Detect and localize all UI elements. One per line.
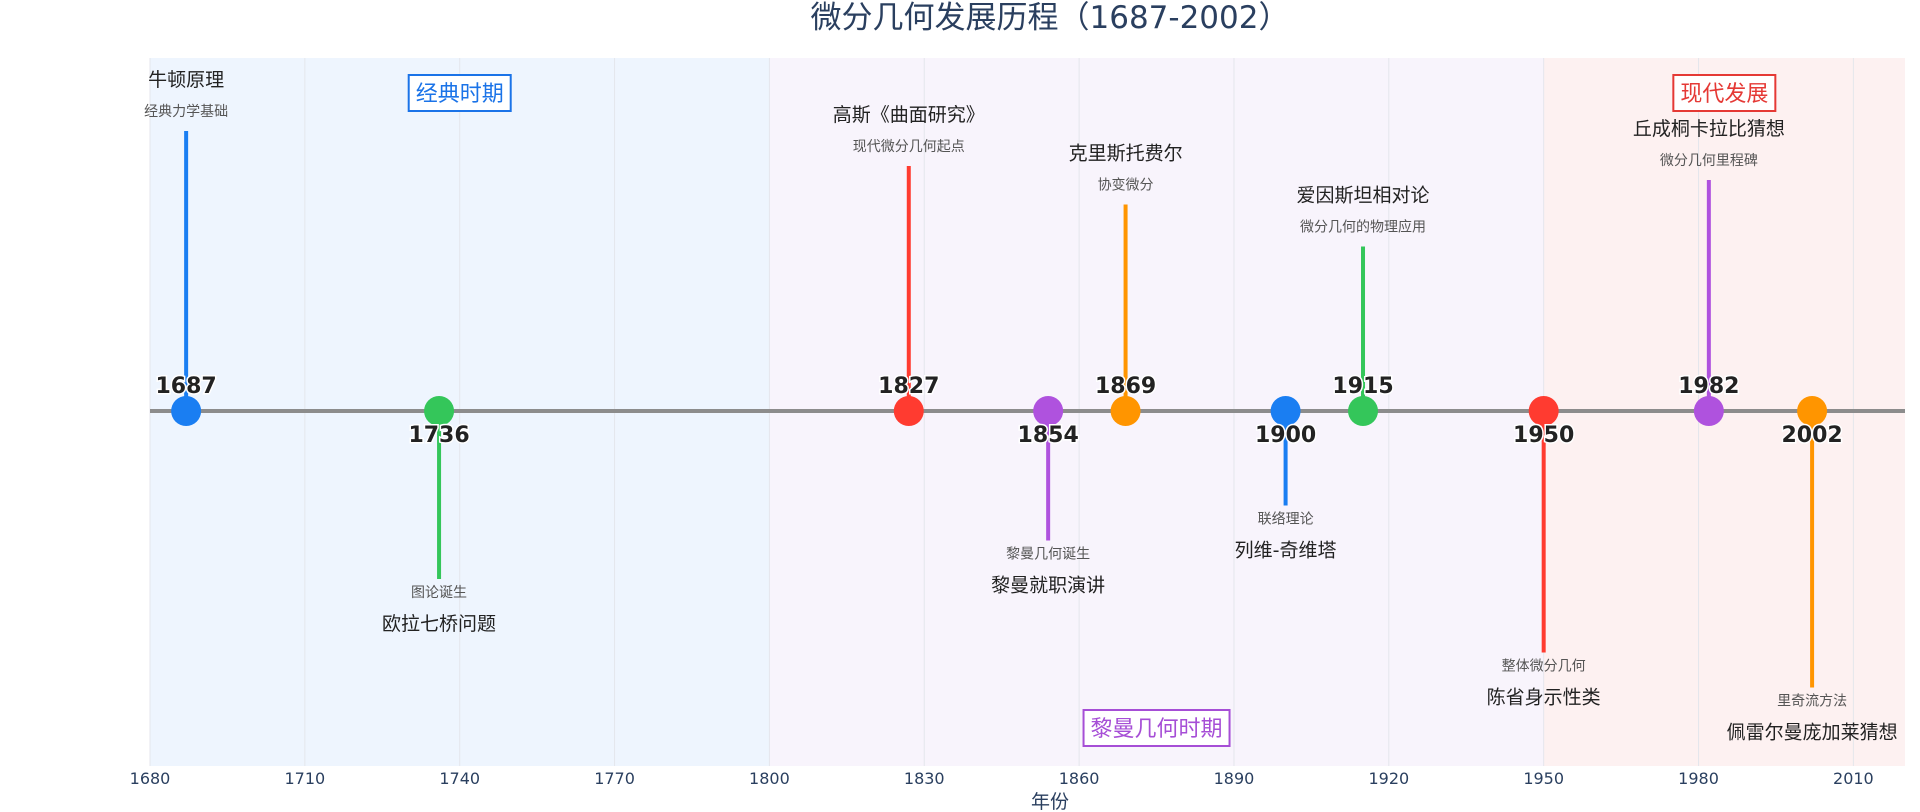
x-tick-label: 1950	[1523, 769, 1564, 788]
chart-title: 微分几何发展历程（1687-2002）	[811, 0, 1290, 36]
x-tick-label: 2010	[1833, 769, 1874, 788]
event-stems	[184, 131, 1815, 688]
event-subtitle: 里奇流方法	[1777, 693, 1847, 710]
period-label-box	[1082, 709, 1231, 747]
event-marker[interactable]	[424, 396, 455, 426]
event-marker[interactable]	[1033, 396, 1064, 426]
x-tick-label: 1800	[749, 769, 790, 788]
event-title: 陈省身示性类	[1487, 687, 1601, 709]
x-tick-label: 1830	[904, 769, 945, 788]
event-title: 列维-奇维塔	[1235, 540, 1337, 562]
event-year-label: 1982	[1678, 374, 1739, 399]
x-tick-label: 1920	[1368, 769, 1409, 788]
event-subtitle: 联络理论	[1258, 512, 1314, 528]
x-tick-label: 1740	[439, 769, 480, 788]
event-marker[interactable]	[1270, 396, 1301, 426]
period-label: 现代发展	[1680, 82, 1768, 107]
x-tick-label: 1770	[594, 769, 635, 788]
event-year-label: 2002	[1781, 423, 1842, 448]
event-subtitle: 协变微分	[1098, 178, 1154, 194]
event-title: 克里斯托费尔	[1069, 143, 1183, 165]
event-title: 爱因斯坦相对论	[1297, 185, 1430, 207]
event-year-label: 1687	[156, 374, 217, 399]
event-marker[interactable]	[171, 396, 202, 426]
period-label-box	[1672, 74, 1777, 112]
event-year-label: 1915	[1332, 374, 1393, 399]
event-subtitle: 黎曼几何诞生	[1006, 547, 1090, 563]
x-tick-label: 1890	[1214, 769, 1255, 788]
event-year-label: 1900	[1255, 423, 1316, 448]
event-marker[interactable]	[1797, 396, 1828, 426]
event-subtitle: 图论诞生	[411, 585, 467, 601]
event-year-label: 1950	[1513, 423, 1574, 448]
event-markers	[171, 396, 1828, 426]
x-tick-label: 1980	[1678, 769, 1719, 788]
event-subtitle: 微分几何里程碑	[1660, 153, 1758, 169]
event-year-label: 1854	[1018, 423, 1079, 448]
x-tick-label: 1860	[1059, 769, 1100, 788]
x-tick-label: 1710	[284, 769, 325, 788]
event-title: 高斯《曲面研究》	[833, 104, 985, 126]
period-label-box	[407, 74, 512, 112]
event-marker[interactable]	[1528, 396, 1559, 426]
event-year-label: 1869	[1095, 374, 1156, 399]
x-axis-ticks: 1680 1710 1740 1770 1800 1830 1860 1890 1920 1950…	[130, 769, 1874, 788]
event-title: 丘成桐卡拉比猜想	[1633, 118, 1785, 140]
event-title: 牛顿原理	[148, 69, 224, 91]
event-title: 佩雷尔曼庞加莱猜想	[1727, 722, 1898, 744]
event-marker[interactable]	[1693, 396, 1724, 426]
event-year-label: 1827	[878, 374, 939, 399]
event-title: 黎曼就职演讲	[991, 575, 1105, 597]
event-subtitle: 经典力学基础	[144, 103, 228, 120]
x-tick-label: 1680	[130, 769, 171, 788]
period-label: 经典时期	[416, 82, 504, 107]
event-marker[interactable]	[1110, 396, 1141, 426]
event-marker[interactable]	[893, 396, 924, 426]
period-label: 黎曼几何时期	[1091, 717, 1223, 742]
event-subtitle: 微分几何的物理应用	[1300, 219, 1426, 236]
event-subtitle: 整体微分几何	[1502, 659, 1586, 675]
event-subtitle: 现代微分几何起点	[853, 139, 965, 155]
event-marker[interactable]	[1348, 396, 1379, 426]
event-year-label: 1736	[408, 423, 469, 448]
x-axis-title: 年份	[1031, 791, 1069, 812]
event-title: 欧拉七桥问题	[382, 613, 496, 635]
